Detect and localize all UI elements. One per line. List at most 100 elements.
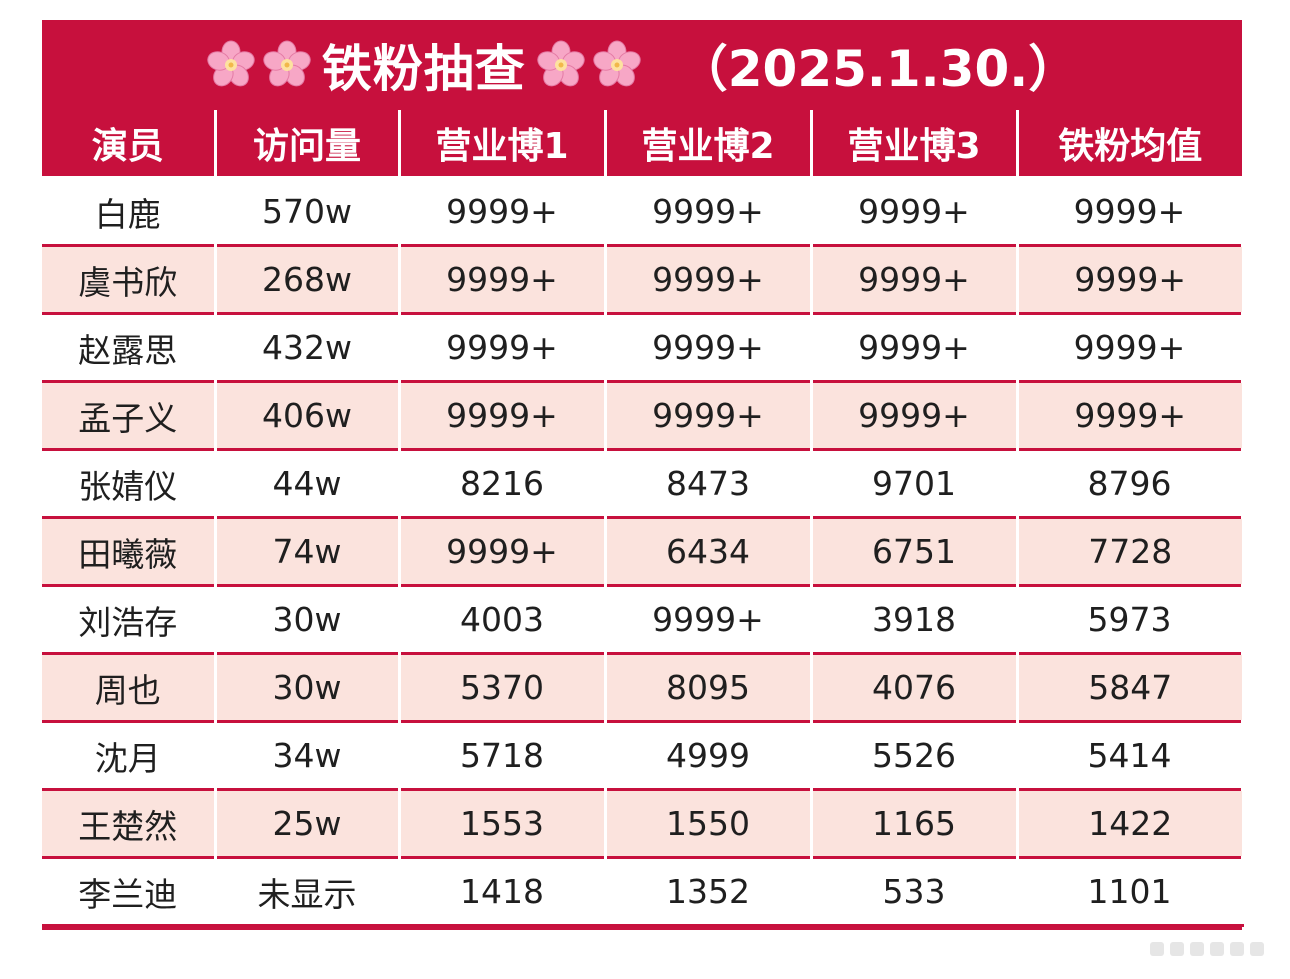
post-3-cell: 533 (811, 856, 1019, 927)
table-row: 周也 30w 5370 8095 4076 5847 (42, 652, 1242, 722)
actor-cell: 刘浩存 (42, 584, 217, 654)
average-cell: 9999+ (1017, 312, 1244, 382)
table-body: 白鹿 570w 9999+ 9999+ 9999+ 9999+ 虞书欣 268w 9999+ 99… (42, 176, 1244, 927)
visits-cell: 74w (215, 516, 401, 586)
post-2-cell: 1352 (605, 856, 813, 927)
post-1-cell: 1553 (399, 788, 607, 858)
cherry-blossom-icon (535, 40, 586, 90)
table-row: 白鹿 570w 9999+ 9999+ 9999+ 9999+ (42, 176, 1244, 246)
visits-cell: 570w (215, 176, 401, 246)
column-header-actor: 演员 (42, 110, 217, 179)
column-header-visits: 访问量 (215, 110, 401, 179)
visits-cell: 406w (215, 380, 401, 450)
post-2-cell: 9999+ (605, 380, 813, 450)
post-1-cell: 5718 (399, 720, 607, 790)
average-cell: 5847 (1017, 652, 1242, 722)
table-row: 李兰迪 未显示 1418 1352 533 1101 (42, 856, 1244, 927)
average-cell: 1101 (1017, 856, 1244, 927)
actor-cell: 田曦薇 (42, 516, 217, 586)
post-3-cell: 9999+ (811, 244, 1019, 314)
watermark-block (1210, 942, 1224, 956)
actor-cell: 孟子义 (42, 380, 217, 450)
post-2-cell: 8095 (605, 652, 813, 722)
page-title: 铁粉抽查 (321, 40, 526, 98)
post-1-cell: 8216 (399, 448, 607, 518)
post-1-cell: 9999+ (399, 516, 607, 586)
table-row: 孟子义 406w 9999+ 9999+ 9999+ 9999+ (42, 380, 1242, 450)
column-header-post-1: 营业博1 (399, 110, 607, 179)
title-row: 铁粉抽查 （2025.1.30.） (205, 29, 1079, 101)
watermark-placeholder (1150, 935, 1280, 963)
table-row: 王楚然 25w 1553 1550 1165 1422 (42, 788, 1242, 858)
average-cell: 1422 (1017, 788, 1242, 858)
cherry-blossom-icon (261, 40, 312, 90)
post-2-cell: 8473 (605, 448, 813, 518)
actor-cell: 王楚然 (42, 788, 217, 858)
post-1-cell: 9999+ (399, 244, 607, 314)
post-3-cell: 4076 (811, 652, 1019, 722)
post-3-cell: 9999+ (811, 380, 1019, 450)
visits-cell: 268w (215, 244, 401, 314)
average-cell: 5973 (1017, 584, 1244, 654)
actor-cell: 张婧仪 (42, 448, 217, 518)
cherry-blossom-icon (205, 40, 256, 90)
post-3-cell: 3918 (811, 584, 1019, 654)
post-2-cell: 9999+ (605, 312, 813, 382)
header-row: 演员 访问量 营业博1 营业博2 营业博3 铁粉均值 (42, 110, 1242, 179)
average-cell: 7728 (1017, 516, 1242, 586)
column-header-post-3: 营业博3 (811, 110, 1019, 179)
watermark-block (1190, 942, 1204, 956)
actor-cell: 李兰迪 (42, 856, 217, 927)
post-2-cell: 6434 (605, 516, 813, 586)
post-2-cell: 4999 (605, 720, 813, 790)
table-row: 沈月 34w 5718 4999 5526 5414 (42, 720, 1244, 790)
cherry-blossom-icon (591, 40, 642, 90)
post-1-cell: 9999+ (399, 380, 607, 450)
post-2-cell: 1550 (605, 788, 813, 858)
visits-cell: 未显示 (215, 856, 401, 927)
visits-cell: 25w (215, 788, 401, 858)
table-row: 田曦薇 74w 9999+ 6434 6751 7728 (42, 516, 1242, 586)
table-row: 赵露思 432w 9999+ 9999+ 9999+ 9999+ (42, 312, 1244, 382)
post-3-cell: 9701 (811, 448, 1019, 518)
average-cell: 9999+ (1017, 176, 1244, 246)
average-cell: 8796 (1017, 448, 1244, 518)
post-1-cell: 9999+ (399, 312, 607, 382)
table-row: 刘浩存 30w 4003 9999+ 3918 5973 (42, 584, 1244, 654)
post-2-cell: 9999+ (605, 244, 813, 314)
watermark-block (1250, 942, 1264, 956)
actor-cell: 虞书欣 (42, 244, 217, 314)
visits-cell: 432w (215, 312, 401, 382)
title-date: （2025.1.30.） (677, 40, 1079, 98)
watermark-block (1170, 942, 1184, 956)
post-1-cell: 9999+ (399, 176, 607, 246)
post-1-cell: 1418 (399, 856, 607, 927)
actor-cell: 周也 (42, 652, 217, 722)
post-1-cell: 5370 (399, 652, 607, 722)
column-header-average: 铁粉均值 (1017, 110, 1242, 179)
actor-cell: 白鹿 (42, 176, 217, 246)
average-cell: 9999+ (1017, 244, 1242, 314)
post-1-cell: 4003 (399, 584, 607, 654)
actor-cell: 沈月 (42, 720, 217, 790)
data-table: 演员 访问量 营业博1 营业博2 营业博3 铁粉均值 白鹿 570w 9999+ 99… (42, 110, 1244, 927)
post-3-cell: 6751 (811, 516, 1019, 586)
visits-cell: 30w (215, 584, 401, 654)
visits-cell: 30w (215, 652, 401, 722)
post-3-cell: 9999+ (811, 176, 1019, 246)
visits-cell: 34w (215, 720, 401, 790)
post-3-cell: 5526 (811, 720, 1019, 790)
visits-cell: 44w (215, 448, 401, 518)
column-header-post-2: 营业博2 (605, 110, 813, 179)
post-2-cell: 9999+ (605, 176, 813, 246)
average-cell: 9999+ (1017, 380, 1242, 450)
watermark-block (1230, 942, 1244, 956)
table-row: 张婧仪 44w 8216 8473 9701 8796 (42, 448, 1244, 518)
table-row: 虞书欣 268w 9999+ 9999+ 9999+ 9999+ (42, 244, 1242, 314)
post-3-cell: 9999+ (811, 312, 1019, 382)
post-3-cell: 1165 (811, 788, 1019, 858)
title-bar: 铁粉抽查 （2025.1.30.） (42, 20, 1242, 110)
post-2-cell: 9999+ (605, 584, 813, 654)
actor-cell: 赵露思 (42, 312, 217, 382)
fan-check-table-card: 铁粉抽查 （2025.1.30.） 演员 访问量 营业博1 营业博2 营业博3 … (42, 20, 1244, 930)
